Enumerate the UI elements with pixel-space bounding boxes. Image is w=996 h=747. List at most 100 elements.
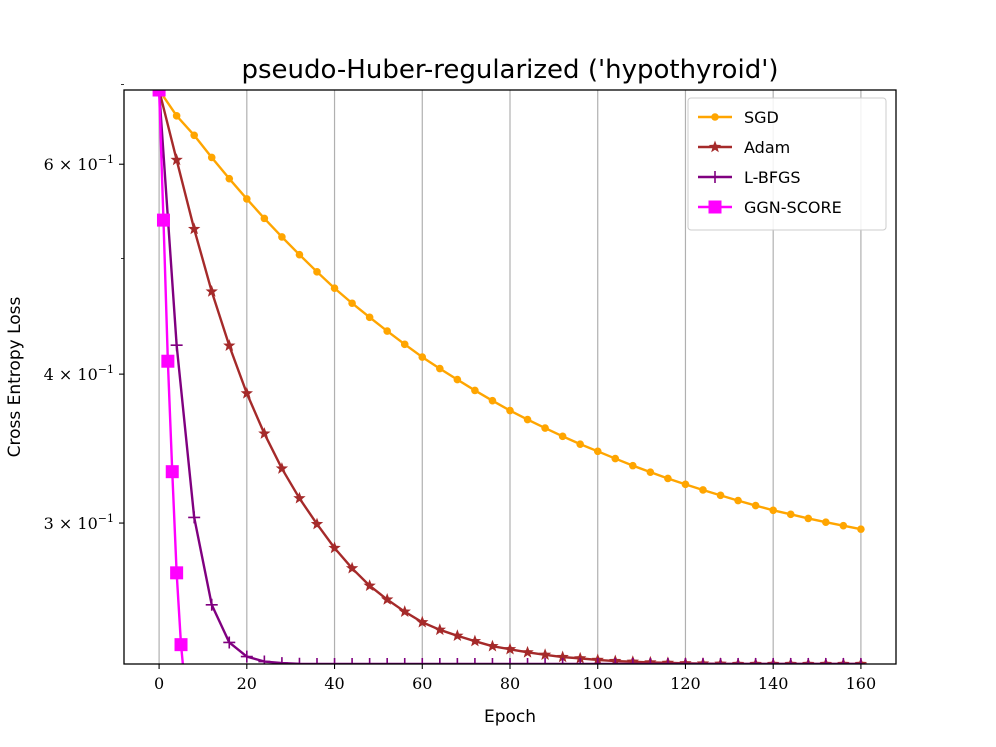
sgd-point [471,386,479,395]
adam-point [416,615,429,628]
adam-point [468,634,482,647]
ggn-score-point [161,354,175,368]
adam-point [223,339,236,351]
y-tick-label: 4 × 10−1 [44,363,114,384]
adam-point [258,427,271,439]
ggn-score-point [152,90,166,97]
l-bfgs-point [451,658,464,664]
sgd-point [453,375,462,384]
sgd-point [278,233,286,241]
l-bfgs-point [240,650,253,663]
sgd-point [839,521,848,530]
legend-label: Adam [744,138,790,157]
l-bfgs-point [854,658,867,664]
adam-point [574,651,587,664]
sgd-point [418,353,427,361]
l-bfgs-point [767,658,780,664]
sgd-point [769,506,777,515]
sgd-point [558,432,567,441]
l-bfgs-point [311,658,323,664]
l-bfgs-point [346,658,359,664]
adam-point [381,593,394,605]
l-bfgs-point [802,658,815,664]
sgd-point [734,496,742,505]
sgd-point [751,501,760,510]
legend-marker [711,113,719,121]
adam-point [293,491,306,504]
sgd-point [822,518,830,526]
adam-point [345,561,359,574]
l-bfgs-point [275,657,288,664]
l-bfgs-point [539,658,552,664]
legend: SGD Adam L-BFGS GGN-SCORE [687,97,887,231]
ggn-score-point [156,213,170,227]
l-bfgs-point [521,658,534,664]
ggn-score-point [170,566,184,580]
series-l-bfgs [153,90,867,664]
l-bfgs-point [591,658,604,664]
sgd-point [383,327,391,335]
legend-item-sgd: SGD [698,108,779,127]
l-bfgs-point [398,658,411,664]
adam-point [398,605,411,617]
l-bfgs-point [714,658,727,664]
l-bfgs-point [504,658,516,664]
sgd-point [541,424,549,432]
l-bfgs-point [661,658,674,664]
sgd-point [295,250,304,259]
sgd-point [260,214,269,223]
x-tick-label: 40 [324,674,344,693]
adam-point [433,623,446,636]
adam-point [310,517,324,530]
ggn-score-point [174,638,188,652]
sgd-point [225,174,234,183]
l-bfgs-point [556,658,569,664]
sgd-point [172,112,181,120]
adam-point [275,462,289,474]
x-tick-label: 60 [412,674,432,693]
x-tick-label: 100 [582,674,613,693]
sgd-point [716,491,725,500]
adam-point [170,153,183,166]
chart-title: pseudo-Huber-regularized ('hypothyroid') [242,55,779,85]
l-bfgs-point [468,658,481,664]
y-axis: 6 × 10−1 4 × 10−1 3 × 10−1 [44,84,124,533]
adam-point [556,650,569,663]
sgd-point [348,299,356,308]
sgd-point [804,514,813,523]
l-bfgs-point [258,655,271,664]
l-bfgs-point [381,658,394,664]
x-tick-label: 80 [500,674,520,693]
sgd-point [400,340,409,349]
sgd-point [330,284,339,293]
l-bfgs-point [170,339,183,352]
l-bfgs-point [416,658,429,664]
series-ggn-score [152,90,188,664]
x-tick-label: 160 [846,674,877,693]
adam-point [503,642,517,655]
adam-point [328,541,341,554]
sgd-point [629,461,637,470]
sgd-point [699,486,707,494]
legend-label: L-BFGS [744,168,801,187]
legend-marker [709,171,721,183]
sgd-point [436,364,444,373]
legend-item-ggn-score: GGN-SCORE [698,198,842,217]
y-tick-label: 6 × 10−1 [44,153,114,174]
sgd-point [576,440,584,448]
adam-point [538,648,552,661]
l-bfgs-point [609,658,622,664]
legend-item-adam: Adam [698,138,790,157]
x-tick-label: 20 [237,674,257,693]
x-tick-label: 120 [670,674,701,693]
ggn-score-point [165,465,179,479]
adam-point [521,645,534,658]
legend-item-l-bfgs: L-BFGS [698,168,801,187]
l-bfgs-point [486,658,499,664]
l-bfgs-point [644,658,657,664]
legend-marker [708,200,722,214]
series-sgd [155,90,865,533]
x-tick-label: 0 [154,674,164,693]
sgd-point [506,406,514,415]
